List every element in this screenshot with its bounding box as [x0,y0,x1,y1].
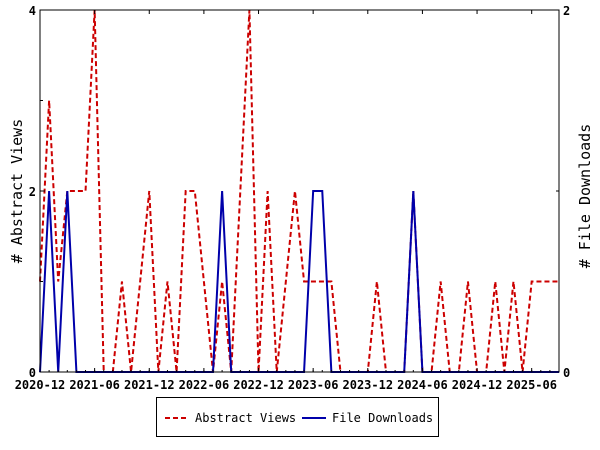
legend: Abstract Views File Downloads [156,397,439,437]
x-tick-label: 2021-12 [124,378,175,392]
y-left-tick-label: 0 [29,366,36,380]
legend-label-abstract-views: Abstract Views [195,411,297,425]
legend-item-abstract-views: Abstract Views [165,410,296,426]
y-left-axis-title: # Abstract Views [8,119,26,264]
x-tick-label: 2022-06 [179,378,230,392]
y-right-axis-title: # File Downloads [576,124,594,269]
x-tick-label: 2022-12 [233,378,284,392]
legend-label-file-downloads: File Downloads [332,411,434,425]
y-right-tick-label: 2 [563,4,570,18]
x-tick-label: 2021-06 [69,378,120,392]
y-left-tick-label: 2 [29,185,36,199]
legend-item-file-downloads: File Downloads [302,410,433,426]
series-layer [39,9,559,373]
x-tick-label: 2023-06 [288,378,339,392]
legend-swatch-solid-blue [302,417,326,419]
y-left-tick-label: 4 [29,4,36,18]
ticks-layer: 2020-12 2021-06 2021-12 2022-06 2022-12 2023-… [15,4,571,392]
legend-swatch-dashed-red [165,417,189,419]
series-line-abstract-views [39,9,559,373]
series-line-file-downloads [39,190,559,373]
x-tick-label: 2025-06 [506,378,557,392]
x-tick-label: 2023-12 [343,378,394,392]
x-tick-label: 2024-12 [452,378,503,392]
x-tick-label: 2024-06 [397,378,448,392]
plot-frame [39,9,560,373]
x-tick-label: 2020-12 [15,378,66,392]
y-right-tick-label: 0 [563,366,570,380]
